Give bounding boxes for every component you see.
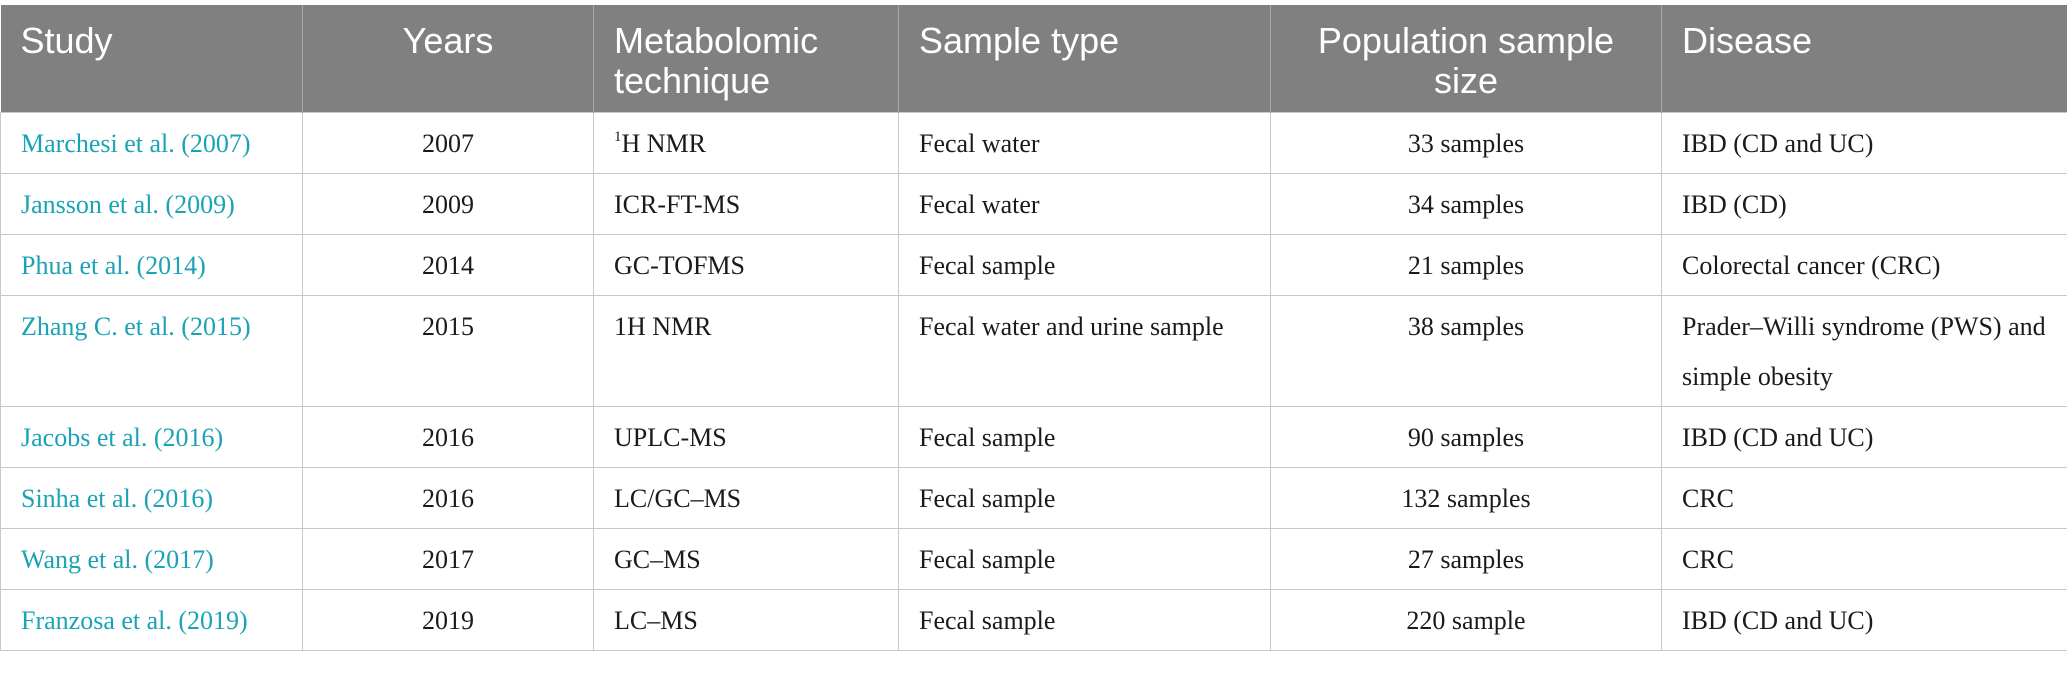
table-header: Study Years Metabolomic technique Sample… <box>0 5 2067 112</box>
study-link[interactable]: Franzosa et al. (2019) <box>0 588 303 651</box>
technique-cell: GC–MS <box>593 527 899 590</box>
disease-cell: CRC <box>1661 466 2067 529</box>
sample-type-cell: Fecal water <box>898 172 1271 235</box>
sample-type-cell: Fecal sample <box>898 233 1271 296</box>
year-cell: 2017 <box>302 527 594 590</box>
technique-text: LC–MS <box>614 605 698 635</box>
technique-cell: LC/GC–MS <box>593 466 899 529</box>
header-population-size: Population sample size <box>1270 5 1662 112</box>
header-disease: Disease <box>1661 5 2067 112</box>
study-link[interactable]: Jacobs et al. (2016) <box>0 405 303 468</box>
technique-cell: ICR-FT-MS <box>593 172 899 235</box>
disease-cell: Prader–Willi syndrome (PWS) and simple o… <box>1661 294 2067 407</box>
year-cell: 2009 <box>302 172 594 235</box>
table-row: Jacobs et al. (2016) 2016 UPLC-MS Fecal sam… <box>0 405 2067 468</box>
sample-type-cell: Fecal sample <box>898 527 1271 590</box>
year-cell: 2007 <box>302 111 594 174</box>
sample-type-cell: Fecal sample <box>898 588 1271 651</box>
disease-cell: IBD (CD) <box>1661 172 2067 235</box>
year-cell: 2014 <box>302 233 594 296</box>
table-row: Zhang C. et al. (2015) 2015 1H NMR Fecal wa… <box>0 294 2067 407</box>
study-link[interactable]: Marchesi et al. (2007) <box>0 111 303 174</box>
table-row: Sinha et al. (2016) 2016 LC/GC–MS Fecal sam… <box>0 466 2067 529</box>
table-row: Franzosa et al. (2019) 2019 LC–MS Fecal sam… <box>0 588 2067 651</box>
header-sample-type: Sample type <box>898 5 1271 112</box>
header-years: Years <box>302 5 594 112</box>
disease-cell: IBD (CD and UC) <box>1661 588 2067 651</box>
disease-cell: IBD (CD and UC) <box>1661 111 2067 174</box>
technique-cell: LC–MS <box>593 588 899 651</box>
study-link[interactable]: Sinha et al. (2016) <box>0 466 303 529</box>
studies-table: Study Years Metabolomic technique Sample… <box>0 5 2067 651</box>
technique-text: UPLC-MS <box>614 422 727 452</box>
technique-text: LC/GC–MS <box>614 483 742 513</box>
population-size-cell: 220 sample <box>1270 588 1662 651</box>
year-cell: 2019 <box>302 588 594 651</box>
table-body: Marchesi et al. (2007) 2007 1H NMR Fecal wa… <box>0 111 2067 651</box>
disease-cell: IBD (CD and UC) <box>1661 405 2067 468</box>
population-size-cell: 38 samples <box>1270 294 1662 407</box>
technique-text: GC–MS <box>614 544 701 574</box>
technique-text: ICR-FT-MS <box>614 189 741 219</box>
header-technique: Metabolomic technique <box>593 5 899 112</box>
technique-cell: 1H NMR <box>593 294 899 407</box>
sample-type-cell: Fecal water <box>898 111 1271 174</box>
technique-superscript: 1 <box>614 128 622 145</box>
technique-text: H NMR <box>621 128 707 158</box>
population-size-cell: 34 samples <box>1270 172 1662 235</box>
table-row: Jansson et al. (2009) 2009 ICR-FT-MS Fecal … <box>0 172 2067 235</box>
technique-text: GC-TOFMS <box>614 250 746 280</box>
study-link[interactable]: Wang et al. (2017) <box>0 527 303 590</box>
table-row: Wang et al. (2017) 2017 GC–MS Fecal sample 2… <box>0 527 2067 590</box>
population-size-cell: 33 samples <box>1270 111 1662 174</box>
study-link[interactable]: Zhang C. et al. (2015) <box>0 294 303 407</box>
table-row: Phua et al. (2014) 2014 GC-TOFMS Fecal samp… <box>0 233 2067 296</box>
technique-cell: UPLC-MS <box>593 405 899 468</box>
population-size-cell: 132 samples <box>1270 466 1662 529</box>
disease-cell: Colorectal cancer (CRC) <box>1661 233 2067 296</box>
technique-text: 1H NMR <box>614 311 712 341</box>
table-row: Marchesi et al. (2007) 2007 1H NMR Fecal wa… <box>0 111 2067 174</box>
year-cell: 2016 <box>302 466 594 529</box>
population-size-cell: 21 samples <box>1270 233 1662 296</box>
year-cell: 2015 <box>302 294 594 407</box>
population-size-cell: 27 samples <box>1270 527 1662 590</box>
sample-type-cell: Fecal sample <box>898 405 1271 468</box>
study-link[interactable]: Phua et al. (2014) <box>0 233 303 296</box>
population-size-cell: 90 samples <box>1270 405 1662 468</box>
study-link[interactable]: Jansson et al. (2009) <box>0 172 303 235</box>
technique-cell: GC-TOFMS <box>593 233 899 296</box>
header-study: Study <box>0 5 303 112</box>
header-row: Study Years Metabolomic technique Sample… <box>0 5 2067 112</box>
sample-type-cell: Fecal water and urine sample <box>898 294 1271 407</box>
sample-type-cell: Fecal sample <box>898 466 1271 529</box>
disease-cell: CRC <box>1661 527 2067 590</box>
technique-cell: 1H NMR <box>593 111 899 174</box>
year-cell: 2016 <box>302 405 594 468</box>
